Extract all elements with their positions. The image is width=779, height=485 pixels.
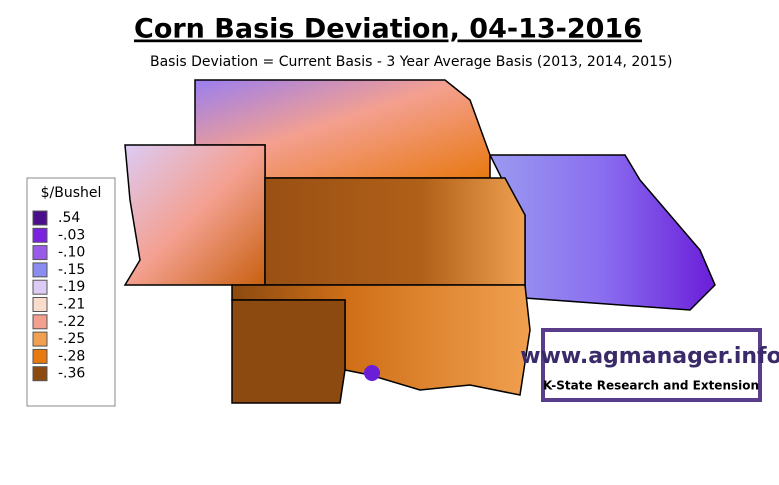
legend-title: $/Bushel [41, 185, 102, 201]
logo-url: www.agmanager.info [520, 344, 779, 369]
title: Corn Basis Deviation, 04-13-2016 [134, 14, 642, 45]
logo-org: K-State Research and Extension [543, 379, 759, 393]
subtitle: Basis Deviation = Current Basis - 3 Year… [150, 54, 672, 70]
legend-label: -.28 [58, 348, 85, 364]
legend-label: -.19 [58, 279, 85, 295]
legend-swatch [32, 348, 48, 364]
texas-panhandle [231, 299, 346, 404]
legend-label: .54 [58, 210, 80, 226]
purple-spot [364, 365, 380, 381]
legend-label: -.21 [58, 297, 85, 313]
legend-label: -.22 [58, 314, 85, 330]
legend-swatch [32, 366, 48, 382]
legend-swatch [32, 262, 48, 278]
legend-swatch [32, 279, 48, 295]
legend-items: .54-.03 -.10-.15-.19 -.21-.22-.25-.28 -.36 [32, 210, 85, 382]
legend-swatch [32, 227, 48, 243]
logo-box [541, 328, 762, 402]
colorado [123, 144, 266, 286]
legend-label: -.36 [58, 366, 85, 382]
legend-swatch [32, 331, 48, 347]
legend-label: -.03 [58, 227, 85, 243]
legend-swatch [32, 314, 48, 330]
legend-label: -.25 [58, 331, 85, 347]
legend-label: -.10 [58, 245, 85, 261]
legend-swatch [32, 297, 48, 312]
legend-swatch [32, 210, 48, 226]
legend-swatch [32, 245, 48, 261]
map [123, 79, 716, 404]
legend-label: -.15 [58, 262, 85, 278]
kansas [264, 177, 526, 286]
